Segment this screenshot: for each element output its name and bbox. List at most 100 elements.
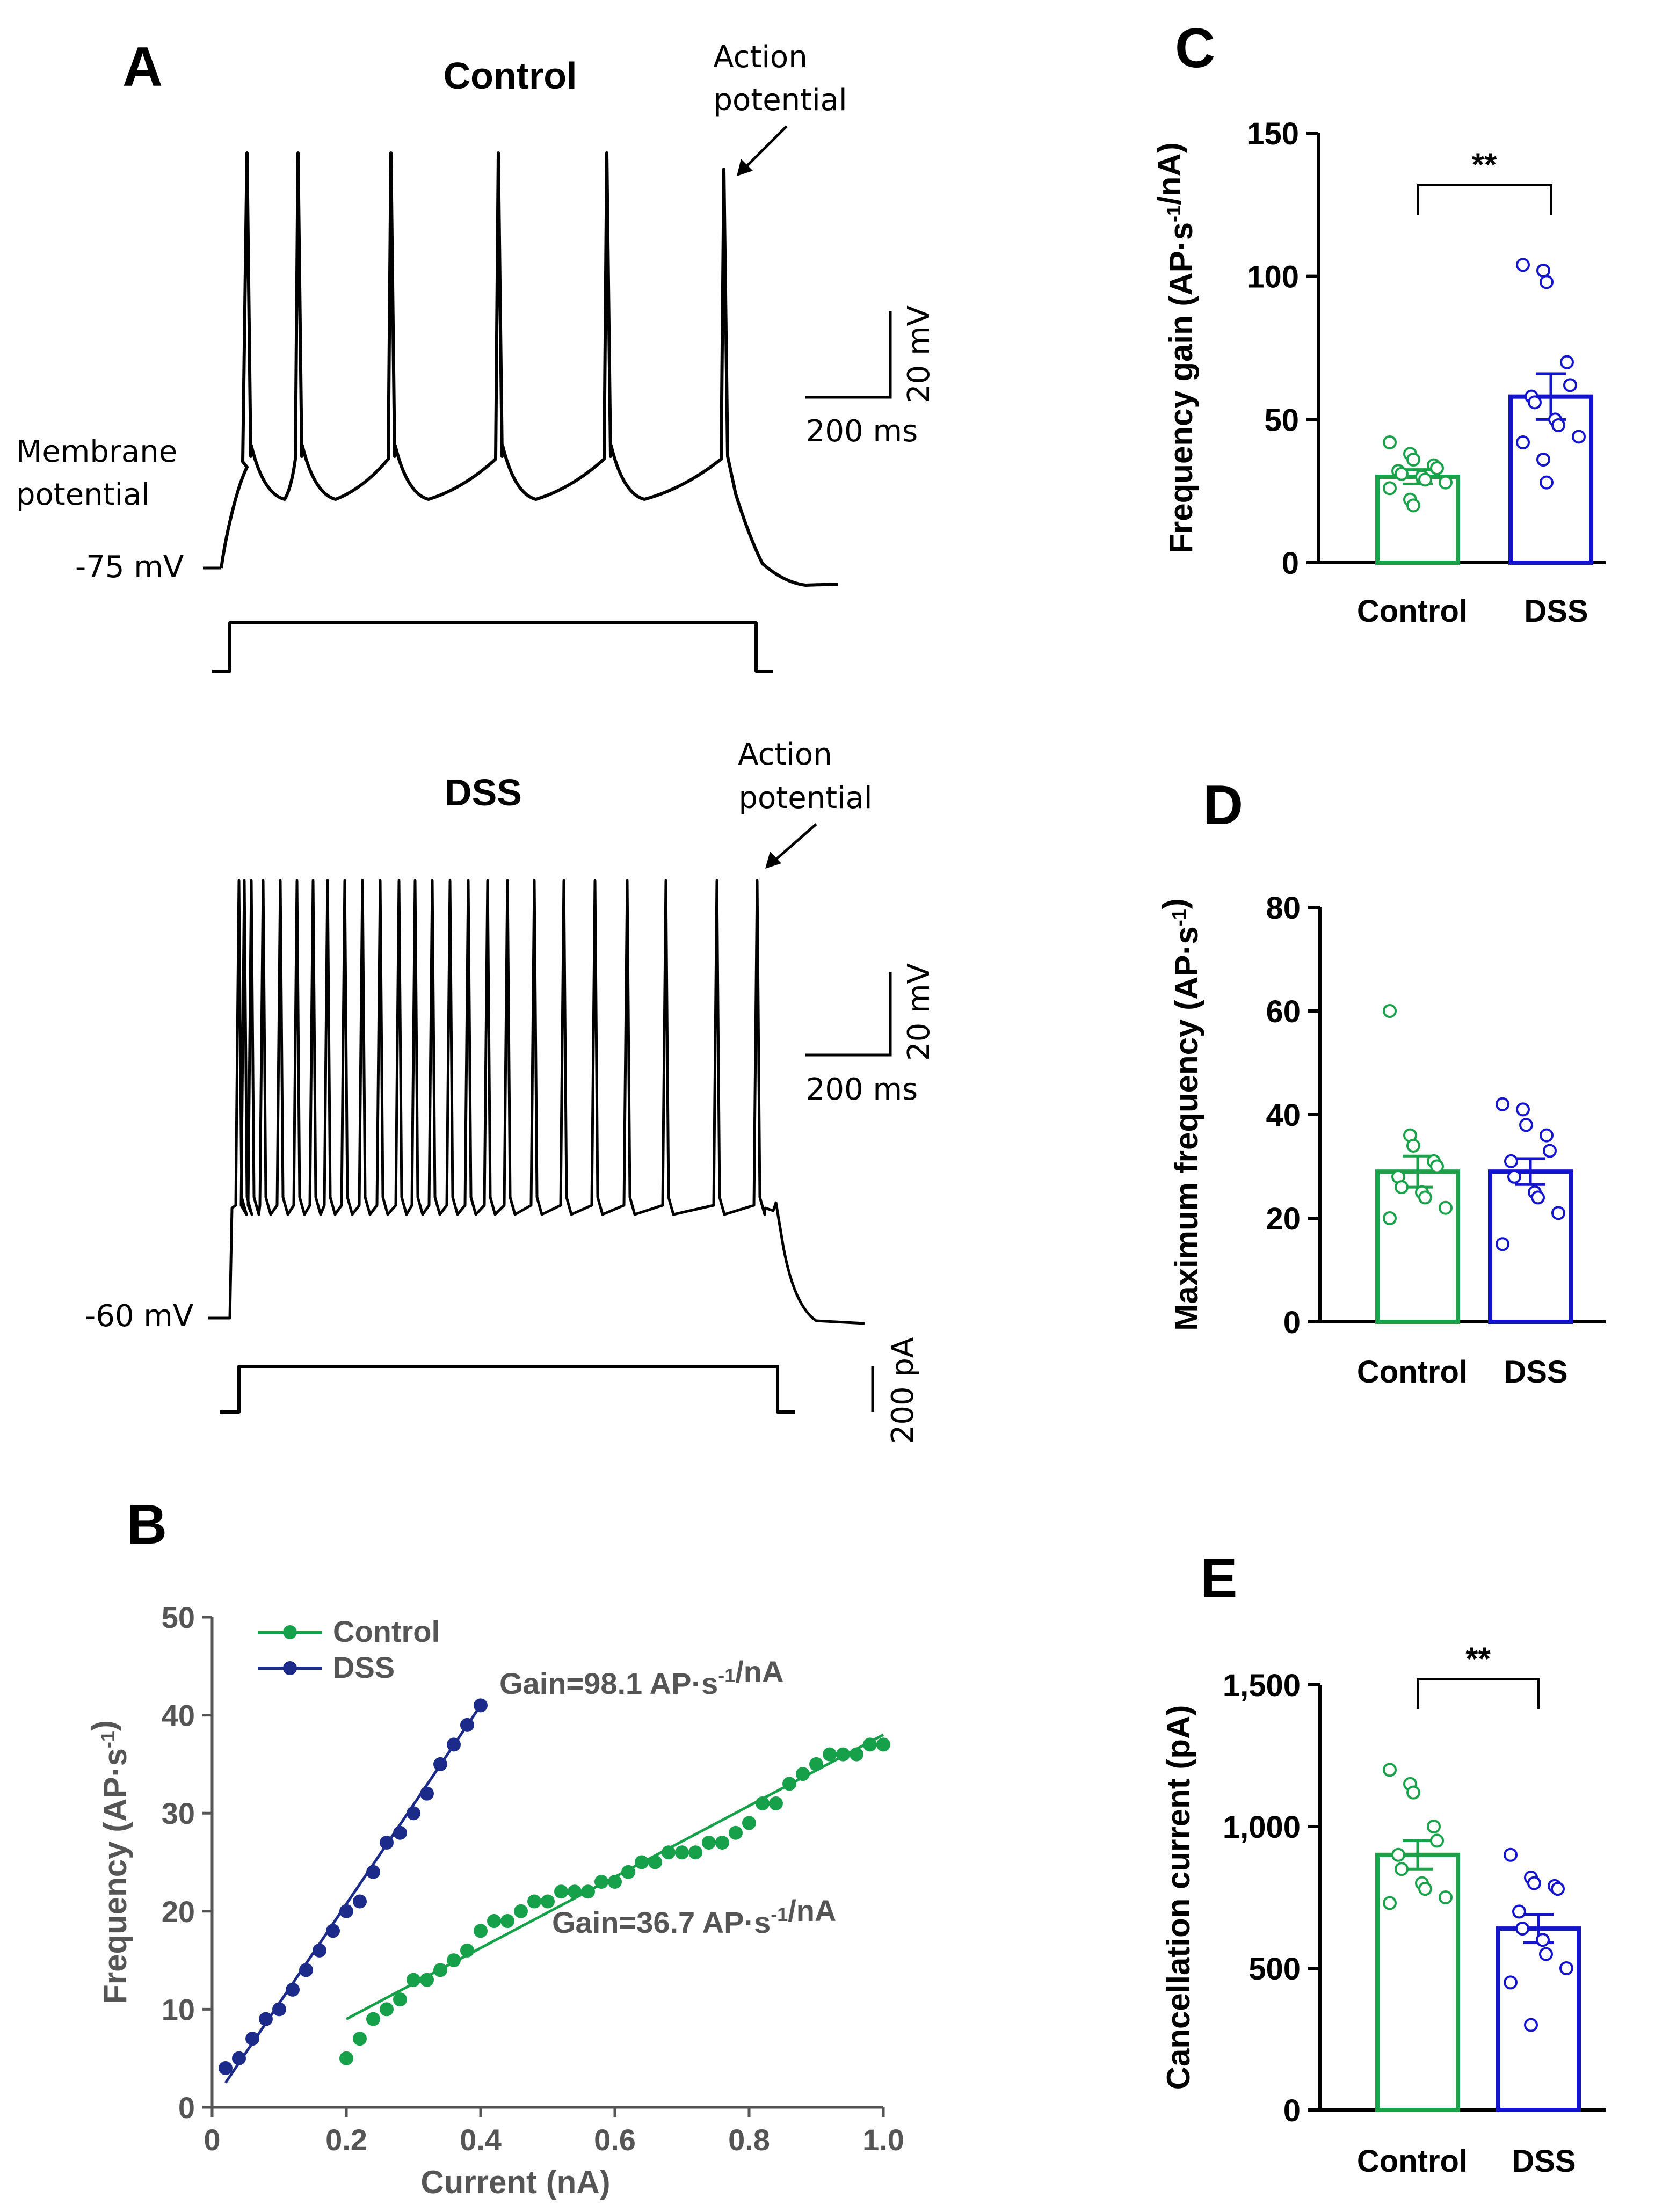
data-point-control [1383, 435, 1397, 449]
significance-bracket [1417, 184, 1552, 215]
control-point [608, 1875, 622, 1889]
control-point [447, 1953, 461, 1968]
dss-scale-pa: 200 pA [885, 1337, 920, 1444]
panel-label-b: B [127, 1494, 167, 1556]
control-point [635, 1855, 649, 1869]
control-point [688, 1845, 702, 1860]
dss-gain-annotation: Gain=98.1 AP·s-1/nA [499, 1655, 783, 1700]
control-point [850, 1747, 863, 1762]
control-point [662, 1845, 676, 1860]
y-tick-label: 80 [1266, 891, 1301, 926]
control-voltage-trace [220, 151, 838, 587]
y-tick-label: 20 [162, 1895, 195, 1929]
data-point-control [1418, 1882, 1432, 1896]
data-point-dss [1563, 378, 1577, 392]
dss-point [245, 2032, 259, 2046]
data-point-control [1439, 1890, 1453, 1904]
category-label: DSS [1504, 1355, 1567, 1389]
y-tick-label: 50 [1264, 403, 1299, 438]
y-tick-label: 0 [1283, 1305, 1301, 1340]
dss-point [299, 1963, 313, 1977]
category-label: DSS [1524, 594, 1588, 629]
frequency-gain-chart: 0 50 100 150 Frequency gain (AP·s-1/nA) Contr… [1151, 117, 1606, 629]
y-axis-label: Frequency gain (AP·s-1/nA) [1151, 142, 1199, 553]
dss-ap-arrow [765, 823, 817, 869]
y-tick-label: 100 [1247, 260, 1299, 295]
data-point-control [1439, 1200, 1453, 1215]
y-tick-label: 0 [1282, 546, 1299, 581]
significance-bracket [1417, 1678, 1540, 1709]
control-point [594, 1875, 608, 1889]
control-point [702, 1835, 716, 1850]
dss-trace-title: DSS [445, 772, 522, 813]
control-scale-ms: 200 ms [806, 414, 918, 449]
category-label: Control [1357, 594, 1468, 629]
significance-label: ** [1465, 1641, 1491, 1677]
control-point [836, 1747, 850, 1762]
dss-point [286, 1982, 300, 1997]
data-point-control [1439, 475, 1453, 490]
dss-scale-ms: 200 ms [806, 1072, 918, 1107]
data-point-dss [1519, 1118, 1533, 1132]
data-point-control [1395, 1862, 1409, 1876]
dss-point [433, 1757, 447, 1771]
data-point-control [1406, 498, 1420, 513]
x-tick-label: 0.2 [325, 2123, 367, 2157]
y-tick-label: 40 [162, 1699, 195, 1733]
bar-dss [1496, 1926, 1581, 2113]
data-point-control [1383, 1896, 1397, 1910]
control-point [393, 1992, 407, 2007]
data-point-dss [1539, 1947, 1553, 1961]
y-tick-label: 60 [1266, 994, 1301, 1029]
data-point-dss [1528, 395, 1542, 410]
control-point [353, 2032, 367, 2046]
y-tick-label: 30 [162, 1796, 195, 1830]
panel-label-d: D [1203, 774, 1243, 836]
dss-point [407, 1806, 420, 1821]
category-label: Control [1357, 1355, 1468, 1389]
y-tick-label: 20 [1266, 1202, 1301, 1236]
data-point-dss [1551, 1882, 1565, 1896]
control-gain-annotation: Gain=36.7 AP·s-1/nA [552, 1894, 836, 1939]
legend-swatch-dot [283, 1625, 297, 1639]
control-ap-label-1: Action [713, 40, 807, 75]
dss-scale-bar [805, 972, 892, 1057]
membrane-label-2: potential [16, 477, 150, 512]
data-point-dss [1516, 258, 1530, 272]
dss-step-stimulus [220, 1365, 795, 1414]
control-point [554, 1884, 568, 1899]
dss-resting-label: -60 mV [85, 1299, 193, 1334]
y-tick-label: 1,000 [1223, 1810, 1301, 1845]
dss-ap-label-1: Action [738, 737, 832, 772]
dss-point [219, 2061, 233, 2075]
control-point [809, 1757, 823, 1771]
control-step-stimulus [212, 621, 773, 673]
data-point-dss [1560, 355, 1574, 369]
control-point [514, 1904, 528, 1918]
control-scale-mv: 20 mV [902, 305, 937, 403]
control-point [541, 1894, 555, 1909]
data-point-dss [1536, 1933, 1550, 1947]
data-point-control [1383, 481, 1397, 496]
max-frequency-chart: 0 20 40 60 80 Maximum frequency (AP·s-1) Contr… [1157, 891, 1606, 1389]
control-point [782, 1777, 796, 1791]
cancellation-current-chart: 0 500 1,000 1,500 Cancellation current (pA) C… [1160, 1641, 1606, 2179]
data-point-control [1383, 1211, 1397, 1225]
legend-label: Control [333, 1614, 440, 1648]
data-point-dss [1496, 1097, 1509, 1111]
data-point-control [1430, 1833, 1444, 1848]
dss-point [272, 2002, 286, 2017]
dss-point [232, 2051, 246, 2065]
control-point [796, 1767, 810, 1781]
data-point-control [1395, 467, 1409, 481]
data-point-control [1383, 1763, 1397, 1777]
data-point-control [1395, 1180, 1409, 1195]
category-label: DSS [1512, 2144, 1576, 2179]
control-point [742, 1816, 756, 1830]
data-point-dss [1516, 435, 1530, 449]
control-point [823, 1747, 837, 1762]
data-point-control [1430, 461, 1444, 475]
control-point [863, 1737, 877, 1752]
control-point [500, 1914, 514, 1929]
